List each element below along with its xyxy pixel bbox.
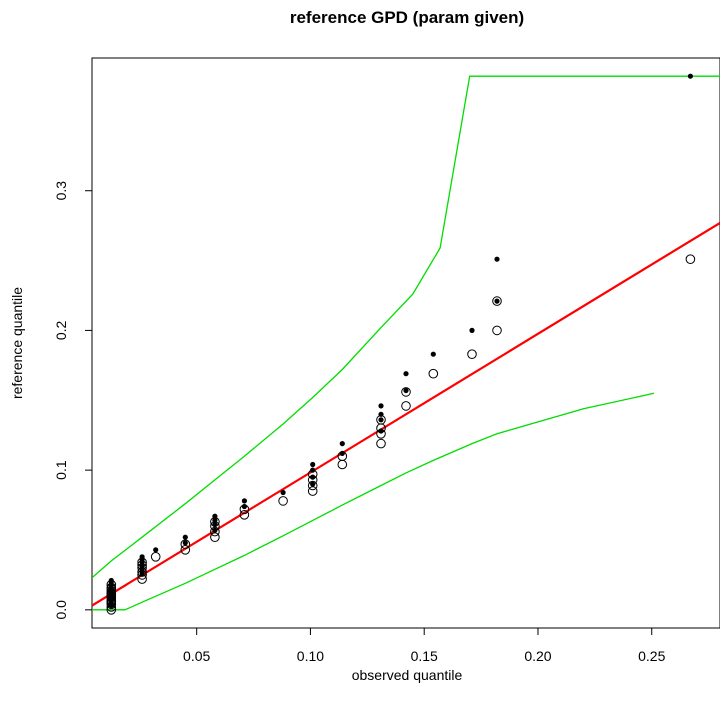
filled-point	[241, 503, 247, 510]
filled-point	[212, 517, 218, 524]
open-point	[492, 325, 502, 336]
envelope-lines	[92, 75, 720, 611]
filled-point	[494, 256, 500, 262]
x-tick-label: 0.10	[297, 648, 324, 664]
y-axis: 0.0 0.1 0.2 0.3	[53, 181, 92, 620]
open-point	[428, 368, 439, 379]
plot-frame	[91, 57, 720, 629]
filled-point	[212, 527, 218, 533]
open-point	[180, 545, 191, 555]
filled-point	[153, 547, 159, 553]
open-point	[467, 349, 477, 360]
filled-point	[182, 540, 188, 546]
filled-point	[310, 474, 316, 480]
open-point	[307, 480, 318, 491]
filled-point	[310, 481, 316, 487]
open-point	[492, 296, 502, 306]
x-tick-label: 0.20	[524, 648, 551, 664]
open-point	[180, 539, 191, 550]
filled-point	[378, 411, 384, 417]
filled-point	[378, 428, 384, 434]
reference-line-group	[92, 221, 720, 607]
filled-point	[494, 298, 500, 304]
open-point	[150, 552, 161, 562]
filled-point	[212, 522, 218, 528]
y-tick-label: 0.0	[53, 600, 69, 620]
open-point	[401, 401, 411, 411]
filled-point	[139, 570, 145, 577]
upper-envelope-line	[92, 75, 720, 579]
filled-point	[139, 563, 145, 570]
filled-point	[182, 534, 188, 540]
filled-point	[280, 489, 286, 496]
x-tick-label: 0.05	[183, 648, 210, 664]
filled-point	[339, 441, 345, 447]
y-axis-label: reference quantile	[9, 287, 25, 399]
filled-point	[403, 371, 409, 377]
x-tick-label: 0.25	[638, 648, 665, 664]
open-point	[401, 387, 411, 397]
y-tick-label: 0.3	[53, 181, 69, 201]
x-tick-label: 0.15	[411, 648, 438, 664]
filled-point	[378, 403, 384, 409]
reference-line	[92, 221, 720, 607]
filled-point	[108, 577, 114, 584]
filled-point	[687, 73, 694, 79]
open-point	[210, 526, 220, 537]
open-point	[337, 459, 348, 470]
chart-title: reference GPD (param given)	[290, 8, 524, 27]
lower-envelope-line	[92, 392, 655, 611]
x-axis-label: observed quantile	[352, 667, 463, 683]
filled-point	[378, 417, 384, 423]
open-point	[376, 438, 386, 449]
filled-point	[139, 554, 145, 560]
open-point	[307, 486, 318, 496]
open-point	[278, 496, 288, 506]
x-axis: 0.05 0.10 0.15 0.20 0.25	[183, 628, 666, 664]
filled-point	[339, 450, 345, 456]
filled-point	[310, 461, 316, 468]
y-tick-label: 0.1	[53, 460, 69, 480]
filled-point	[212, 513, 218, 519]
filled-point	[310, 467, 316, 473]
filled-point	[430, 351, 436, 357]
filled-point	[469, 327, 475, 333]
y-tick-label: 0.2	[53, 320, 69, 340]
open-point	[239, 510, 250, 520]
filled-point	[403, 387, 409, 394]
data-points	[106, 73, 696, 615]
open-point	[685, 254, 696, 265]
open-point	[210, 532, 220, 543]
filled-point	[241, 498, 247, 504]
